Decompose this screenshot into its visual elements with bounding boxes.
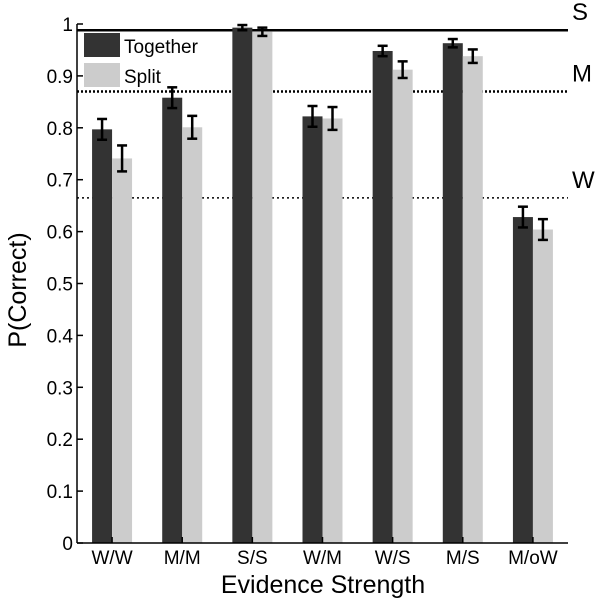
x-tick-label: M/oW: [508, 548, 558, 569]
x-tick-label: S/S: [237, 548, 268, 569]
y-tick-label: 0.5: [47, 275, 73, 296]
x-axis-title: Evidence Strength: [221, 571, 425, 599]
x-tick-label: W/W: [91, 548, 132, 569]
y-tick-label: 0.7: [47, 171, 73, 192]
y-axis-title: P(Correct): [4, 232, 32, 347]
y-tick-label: 0.8: [47, 119, 73, 140]
bar-split-3: [322, 118, 343, 543]
y-tick-label: 0: [62, 534, 73, 555]
legend-label-together: Together: [124, 37, 199, 58]
bar-split-4: [392, 69, 413, 543]
x-tick-label: M/S: [446, 548, 480, 569]
bar-split-1: [182, 127, 203, 543]
bars: [92, 27, 553, 544]
bar-together-4: [372, 50, 393, 543]
bar-split-6: [532, 229, 553, 544]
y-tick-label: 0.9: [47, 67, 73, 88]
y-tick-label: 0.2: [47, 430, 73, 451]
bar-together-0: [92, 129, 113, 543]
x-tick-label: M/M: [164, 548, 201, 569]
legend-swatch-together: [84, 33, 120, 57]
reference-label-w: W: [572, 167, 595, 194]
legend-label-split: Split: [124, 67, 162, 88]
y-tick-label: 0.3: [47, 378, 73, 399]
bar-split-5: [462, 56, 483, 543]
bar-together-6: [512, 217, 533, 543]
x-tick-label: W/S: [375, 548, 411, 569]
y-tick-label: 0.4: [47, 326, 74, 347]
legend: Together Split: [84, 33, 199, 88]
y-tick-label: 0.6: [47, 223, 73, 244]
bar-together-2: [232, 27, 253, 544]
error-bars: [97, 23, 548, 242]
reference-label-m: M: [572, 60, 592, 87]
bar-split-2: [252, 31, 273, 543]
y-tick-label: 1: [62, 15, 73, 36]
y-ticks: 0 0.1 0.2 0.3 0.4 0.5 0.6 0.7 0.8 0.9 1: [47, 15, 83, 555]
bar-together-1: [162, 97, 183, 543]
bar-split-0: [112, 158, 133, 543]
bar-together-3: [302, 116, 323, 543]
x-ticks: W/W M/M S/S W/M W/S M/S M/oW: [91, 537, 558, 569]
legend-swatch-split: [84, 63, 120, 87]
reference-label-s: S: [572, 0, 588, 26]
y-tick-label: 0.1: [47, 482, 73, 503]
x-tick-label: W/M: [303, 548, 342, 569]
bar-together-5: [442, 43, 463, 543]
